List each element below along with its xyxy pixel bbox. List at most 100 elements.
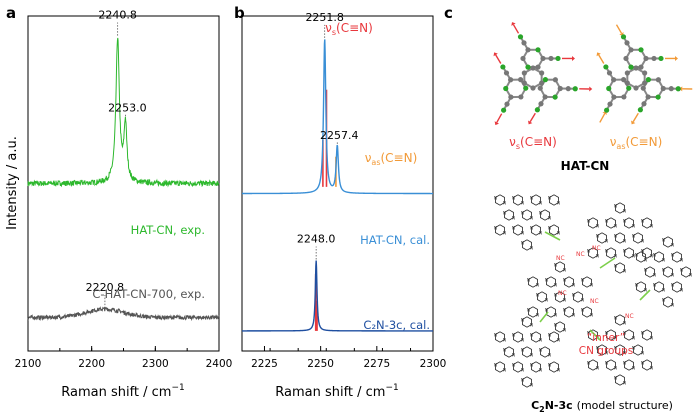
nitrogen-label: N	[653, 282, 656, 287]
carbon-atom	[504, 101, 510, 107]
nitrogen-label: N	[662, 267, 665, 272]
nitrogen-label: N	[605, 239, 608, 244]
vibration-arrow-head	[631, 120, 636, 125]
aromatic-ring	[588, 329, 598, 341]
aromatic-ring	[615, 344, 625, 356]
nitrogen-label: N	[539, 231, 542, 236]
nitrogen-label: N	[632, 345, 635, 350]
panel-label-c: c	[444, 4, 453, 22]
nitrogen-label: N	[548, 362, 551, 367]
aromatic-ring	[642, 329, 652, 341]
carbon-atom	[642, 70, 648, 76]
carbon-atom	[518, 94, 524, 100]
series-label-hat-cn-cal: HAT-CN, cal.	[360, 233, 430, 247]
nitrogen-label: N	[662, 237, 665, 242]
carbon-atom	[606, 70, 613, 76]
carbon-atom	[638, 64, 644, 70]
panel-a-ylabel: Intensity / a.u.	[5, 136, 20, 230]
nitrogen-label: N	[530, 332, 533, 337]
nitrogen-label: N	[539, 201, 542, 206]
aromatic-ring	[531, 331, 541, 343]
nitrogen-label: N	[521, 347, 524, 352]
nitrogen-label: N	[653, 273, 656, 278]
aromatic-ring	[504, 346, 514, 358]
vibration-arrow-head	[528, 120, 533, 125]
aromatic-ring	[597, 344, 607, 356]
panel-b-xlabel: Raman shift / cm−1	[275, 383, 399, 400]
vibration-arrow	[598, 54, 605, 64]
aromatic-ring	[624, 247, 634, 259]
aromatic-ring	[636, 251, 646, 263]
linkage-bond	[639, 289, 651, 301]
nitrogen-label: N	[614, 366, 617, 371]
carbon-atom	[535, 64, 541, 70]
nitrogen-label: N	[680, 258, 683, 263]
nitrogen-label: N	[527, 277, 530, 282]
carbon-atom	[660, 85, 666, 92]
nitrogen-label: N	[614, 336, 617, 341]
nitrogen-atom	[655, 94, 661, 100]
nitrogen-atom	[658, 55, 664, 62]
nitrogen-label: N	[632, 224, 635, 229]
nitrogen-label: N	[671, 282, 674, 287]
nitrogen-label: N	[512, 353, 515, 358]
nitrogen-label: N	[644, 288, 647, 293]
panel-a-xtick-label: 2400	[206, 358, 233, 370]
aromatic-ring	[522, 239, 532, 251]
nitrogen-label: N	[554, 292, 557, 297]
nitrogen-atom	[503, 85, 509, 92]
nitrogen-atom	[523, 85, 529, 91]
aromatic-ring	[663, 236, 673, 248]
nitrogen-label: N	[623, 218, 626, 223]
carbon-atom	[538, 101, 544, 107]
nitrogen-atom	[675, 86, 681, 92]
nitrogen-label: N	[536, 313, 539, 318]
nitrogen-label: N	[662, 288, 665, 293]
series-label-hat-cn-exp: HAT-CN, exp.	[131, 223, 205, 237]
carbon-atom	[537, 85, 543, 91]
carbon-atom	[539, 70, 545, 76]
vibration-arrow-head	[511, 22, 516, 26]
nitrogen-label: N	[521, 240, 524, 245]
carbon-atom	[621, 77, 627, 83]
inner-cn-group: NC	[556, 255, 565, 262]
nitrogen-label: N	[623, 330, 626, 335]
carbon-atom	[552, 77, 558, 83]
nitrogen-atom	[620, 34, 627, 40]
nitrogen-label: N	[653, 252, 656, 257]
panel-c-structures: νs(C≡N) νas(C≡N) HAT-CN NNNNNNNNNNNNNNNN…	[493, 22, 693, 414]
nitrogen-label: N	[521, 317, 524, 322]
nitrogen-label: N	[530, 323, 533, 328]
aromatic-ring	[615, 314, 625, 326]
nitrogen-label: N	[554, 262, 557, 267]
nitrogen-label: N	[572, 283, 575, 288]
nitrogen-label: N	[671, 243, 674, 248]
vibration-arrow-head	[494, 121, 500, 126]
series-label-c2n-3c-cal: C₂N-3c, cal.	[363, 318, 430, 332]
nitrogen-atom	[638, 47, 644, 53]
nitrogen-label: N	[623, 209, 626, 214]
vibration-arrow	[495, 54, 502, 64]
nitrogen-label: N	[587, 360, 590, 365]
peak-label: 2248.0	[297, 232, 336, 245]
aromatic-ring	[606, 247, 616, 259]
aromatic-ring	[495, 224, 505, 236]
carbon-atom	[539, 80, 545, 86]
nitrogen-label: N	[581, 277, 584, 282]
carbon-atom	[542, 94, 548, 100]
aromatic-ring	[663, 296, 673, 308]
aromatic-ring	[549, 194, 559, 206]
carbon-atom	[520, 55, 526, 62]
nitrogen-label: N	[563, 307, 566, 312]
nitrogen-label: N	[557, 338, 560, 343]
peak-label: 2253.0	[108, 101, 147, 114]
nitrogen-label: N	[521, 338, 524, 343]
aromatic-ring	[582, 276, 592, 288]
carbon-atom	[508, 77, 514, 83]
nitrogen-label: N	[581, 307, 584, 312]
aromatic-ring	[528, 276, 538, 288]
mode-label-asym: νas(C≡N)	[365, 151, 418, 167]
aromatic-ring	[624, 217, 634, 229]
nitrogen-label: N	[662, 297, 665, 302]
aromatic-ring	[636, 281, 646, 293]
